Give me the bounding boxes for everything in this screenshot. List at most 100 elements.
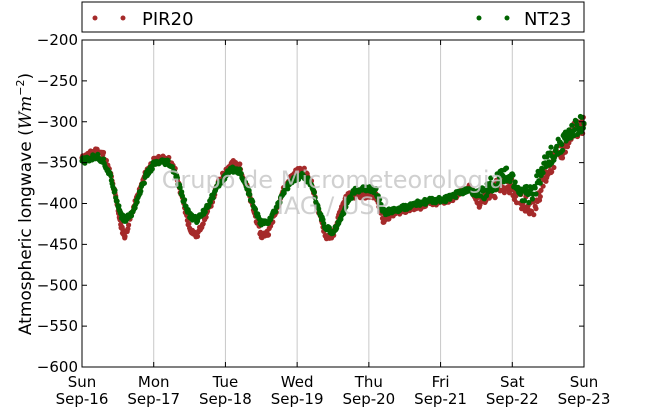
x-tick-date-6: Sep-22 (486, 390, 539, 408)
y-tick-label-5: −350 (37, 154, 78, 172)
x-tick-day-5: Fri (432, 373, 450, 391)
point-pir20 (301, 165, 307, 171)
legend-marker-pir20-b (120, 15, 126, 21)
point-nt23 (112, 187, 118, 193)
point-pir20 (122, 233, 128, 239)
point-nt23 (277, 199, 283, 206)
legend: PIR20 NT23 (81, 1, 585, 33)
watermark-line-2: IAG / USP (277, 192, 389, 220)
point-nt23 (312, 195, 318, 201)
point-nt23 (378, 201, 384, 208)
point-pir20 (186, 221, 192, 227)
point-nt23 (116, 203, 122, 209)
x-tick-date-7: Sep-23 (558, 390, 611, 408)
point-nt23 (493, 186, 500, 192)
point-nt23 (559, 147, 566, 153)
point-nt23 (141, 180, 147, 186)
x-tick-day-7: Sun (570, 373, 599, 391)
point-nt23 (108, 172, 114, 179)
point-nt23 (559, 141, 565, 147)
point-nt23 (179, 189, 185, 195)
y-tick-label-3: −450 (37, 235, 78, 253)
x-axis: SunSep-16MonSep-17TueSep-18WedSep-19ThuS… (56, 40, 611, 408)
y-axis-label-math: Wm (16, 96, 36, 130)
point-pir20 (564, 144, 571, 150)
point-nt23 (273, 209, 279, 215)
series-nt23 (79, 113, 587, 237)
point-pir20 (537, 194, 543, 200)
point-nt23 (503, 165, 510, 171)
legend-marker-pir20-a (92, 15, 98, 21)
point-nt23 (285, 186, 291, 192)
point-nt23 (343, 204, 349, 210)
point-nt23 (165, 157, 171, 164)
point-pir20 (538, 187, 544, 193)
y-tick-label-7: −250 (37, 72, 78, 90)
point-nt23 (114, 198, 120, 204)
point-nt23 (182, 197, 188, 203)
x-tick-date-1: Sep-17 (127, 390, 180, 408)
y-axis-label-close: ) (16, 73, 36, 80)
watermark: Grupo de Micrometeorologia IAG / USP (162, 166, 504, 220)
point-nt23 (540, 170, 546, 176)
point-nt23 (138, 188, 144, 194)
point-pir20 (194, 233, 201, 239)
y-axis-label-text: Atmospheric longwave ( (16, 129, 36, 335)
y-tick-label-0: −600 (37, 358, 78, 376)
x-tick-day-6: Sat (500, 373, 525, 391)
point-nt23 (149, 166, 155, 172)
x-tick-day-3: Wed (281, 373, 314, 391)
point-pir20 (126, 222, 132, 228)
point-nt23 (202, 209, 208, 215)
point-nt23 (242, 179, 249, 185)
y-tick-label-4: −400 (37, 195, 78, 213)
y-tick-label-8: −200 (37, 31, 78, 49)
legend-marker-nt23-a (476, 15, 482, 21)
point-nt23 (512, 179, 518, 185)
point-nt23 (100, 156, 107, 162)
legend-label-nt23: NT23 (524, 9, 571, 30)
point-nt23 (377, 196, 383, 202)
x-tick-day-2: Tue (212, 373, 239, 391)
x-tick-date-2: Sep-18 (199, 390, 252, 408)
x-tick-date-4: Sep-20 (342, 390, 395, 408)
point-nt23 (537, 180, 543, 186)
point-nt23 (532, 185, 538, 191)
point-nt23 (569, 122, 575, 128)
point-nt23 (529, 196, 536, 202)
point-pir20 (492, 195, 498, 201)
point-nt23 (95, 151, 101, 157)
watermark-line-1: Grupo de Micrometeorologia (162, 166, 504, 194)
point-nt23 (252, 206, 259, 212)
point-nt23 (580, 125, 586, 131)
y-tick-label-2: −500 (37, 276, 78, 294)
point-pir20 (200, 221, 206, 227)
point-nt23 (521, 198, 528, 204)
series-layer (79, 113, 587, 242)
point-nt23 (177, 185, 183, 191)
point-nt23 (210, 195, 216, 201)
legend-marker-nt23-b (504, 15, 510, 21)
point-pir20 (533, 206, 539, 212)
point-nt23 (246, 187, 252, 194)
point-nt23 (349, 195, 355, 201)
point-nt23 (179, 193, 185, 199)
point-nt23 (510, 172, 516, 178)
point-pir20 (549, 169, 555, 175)
x-tick-date-3: Sep-19 (271, 390, 324, 408)
point-nt23 (247, 191, 253, 198)
x-tick-day-0: Sun (68, 373, 97, 391)
point-nt23 (250, 199, 256, 205)
point-pir20 (237, 161, 243, 167)
point-pir20 (265, 232, 272, 238)
y-tick-label-1: −550 (37, 317, 78, 335)
x-tick-date-0: Sep-16 (56, 390, 109, 408)
point-nt23 (554, 143, 560, 149)
point-nt23 (548, 144, 554, 150)
point-nt23 (533, 191, 539, 197)
point-pir20 (100, 149, 107, 156)
point-nt23 (488, 175, 494, 181)
y-tick-label-6: −300 (37, 113, 78, 131)
x-tick-day-1: Mon (138, 373, 170, 391)
